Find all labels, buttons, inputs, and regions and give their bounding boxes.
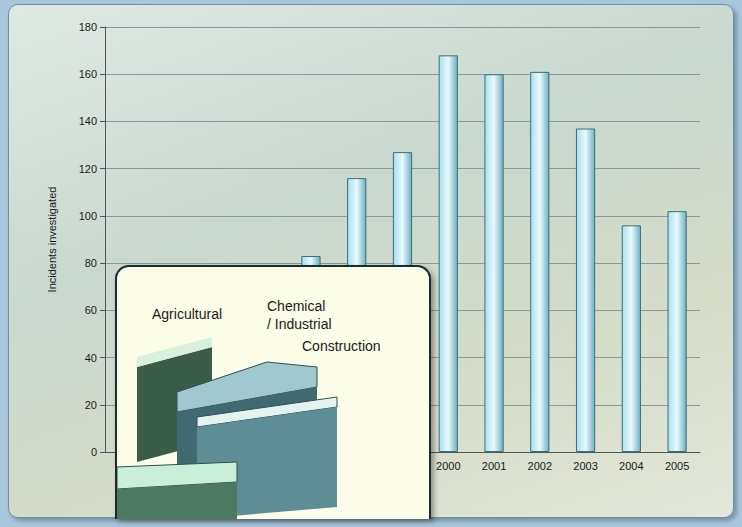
svg-text:0: 0 [91, 446, 97, 458]
svg-text:100: 100 [79, 210, 97, 222]
svg-text:2005: 2005 [665, 460, 689, 472]
svg-text:140: 140 [79, 115, 97, 127]
svg-text:120: 120 [79, 163, 97, 175]
svg-text:80: 80 [85, 257, 97, 269]
svg-text:2000: 2000 [436, 460, 460, 472]
svg-text:160: 160 [79, 68, 97, 80]
svg-text:20: 20 [85, 399, 97, 411]
svg-text:2003: 2003 [573, 460, 597, 472]
svg-text:2002: 2002 [528, 460, 552, 472]
svg-text:180: 180 [79, 21, 97, 33]
html-text:Agricultural: Agricultural [152, 306, 222, 322]
svg-text:60: 60 [85, 304, 97, 316]
svg-text:2004: 2004 [619, 460, 643, 472]
svg-text:Incidents investigated: Incidents investigated [46, 187, 58, 293]
html-text:Construction: Construction [302, 338, 381, 354]
html-text:Chemical / Industrial: Chemical / Industrial [267, 298, 332, 332]
svg-text:40: 40 [85, 352, 97, 364]
svg-text:2001: 2001 [482, 460, 506, 472]
